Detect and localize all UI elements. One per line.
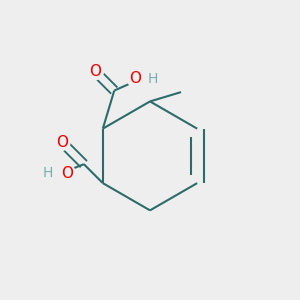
Text: O: O bbox=[56, 135, 68, 150]
Text: H: H bbox=[43, 166, 53, 180]
Text: O: O bbox=[61, 166, 73, 181]
Circle shape bbox=[127, 70, 144, 87]
Circle shape bbox=[54, 134, 70, 150]
Circle shape bbox=[39, 165, 56, 181]
Circle shape bbox=[87, 63, 104, 80]
Text: H: H bbox=[148, 72, 158, 86]
Text: O: O bbox=[129, 71, 141, 86]
Circle shape bbox=[145, 70, 161, 87]
Circle shape bbox=[59, 165, 75, 181]
Text: O: O bbox=[89, 64, 101, 79]
